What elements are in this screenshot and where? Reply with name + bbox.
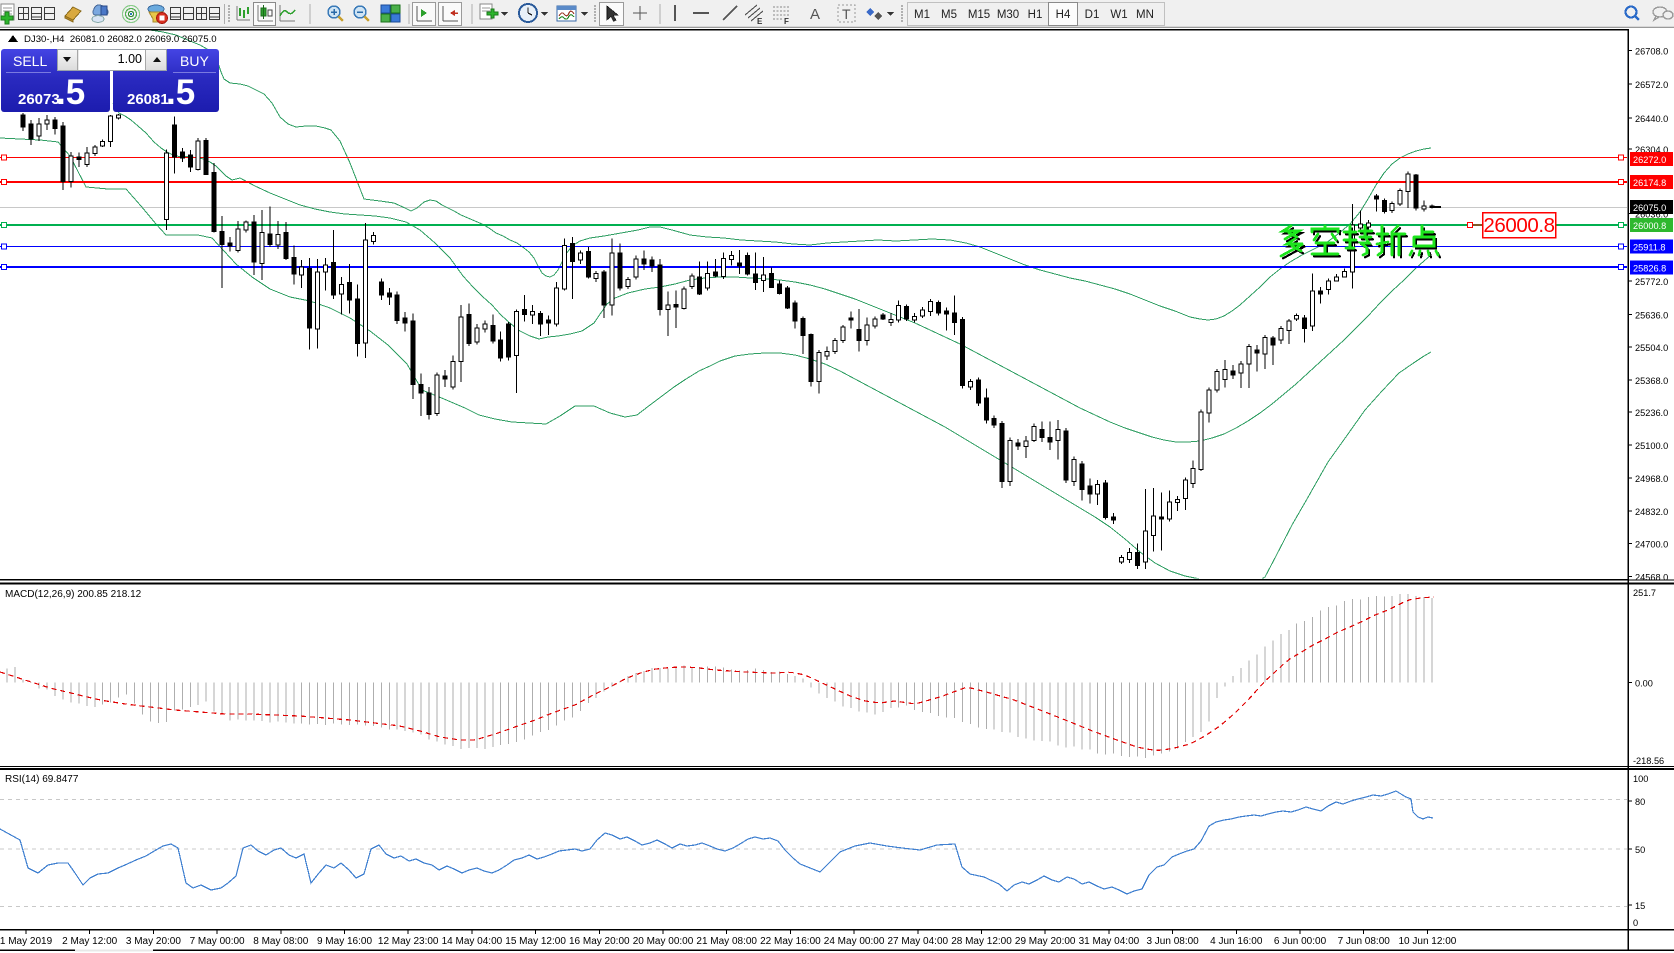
svg-text:M1: M1 [914,9,930,21]
svg-text:26572.0: 26572.0 [1635,80,1668,90]
svg-text:M5: M5 [941,9,957,21]
svg-text:MACD(12,26,9) 200.85 218.12: MACD(12,26,9) 200.85 218.12 [5,589,142,600]
svg-text:H4: H4 [1056,9,1071,21]
svg-text:80: 80 [1635,797,1645,807]
svg-text:31 May 04:00: 31 May 04:00 [1079,936,1140,947]
svg-text:24568.0: 24568.0 [1635,572,1668,582]
svg-text:25636.0: 25636.0 [1635,311,1668,321]
svg-text:1 May 2019: 1 May 2019 [0,936,53,947]
svg-text:10 Jun 12:00: 10 Jun 12:00 [1398,936,1456,947]
svg-text:15: 15 [1635,901,1645,911]
svg-text:25100.0: 25100.0 [1635,441,1668,451]
svg-text:7 Jun 08:00: 7 Jun 08:00 [1338,936,1391,947]
svg-text:100: 100 [1633,774,1648,784]
svg-text:D1: D1 [1085,9,1100,21]
svg-text:29 May 20:00: 29 May 20:00 [1015,936,1076,947]
svg-text:3 May 20:00: 3 May 20:00 [126,936,181,947]
svg-text:26440.0: 26440.0 [1635,114,1668,124]
svg-text:2 May 12:00: 2 May 12:00 [62,936,117,947]
svg-text:4 Jun 16:00: 4 Jun 16:00 [1210,936,1263,947]
svg-text:24700.0: 24700.0 [1635,540,1668,550]
svg-text:24968.0: 24968.0 [1635,474,1668,484]
svg-text:27 May 04:00: 27 May 04:00 [887,936,948,947]
svg-text:RSI(14) 69.8477: RSI(14) 69.8477 [5,774,79,785]
svg-text:12 May 23:00: 12 May 23:00 [378,936,439,947]
svg-text:0.00: 0.00 [1635,679,1653,689]
svg-text:26708.0: 26708.0 [1635,46,1668,56]
svg-text:25911.8: 25911.8 [1633,243,1666,253]
svg-text:0: 0 [1633,918,1638,928]
svg-text:MN: MN [1136,9,1154,21]
svg-text:26272.0: 26272.0 [1633,155,1666,165]
svg-text:8 May 08:00: 8 May 08:00 [253,936,308,947]
svg-text:E: E [757,17,763,26]
svg-text:DJ30-,H4 26081.0 26082.0 2606: DJ30-,H4 26081.0 26082.0 26069.0 26075.0 [24,34,217,45]
svg-text:6 Jun 00:00: 6 Jun 00:00 [1274,936,1327,947]
svg-text:20 May 00:00: 20 May 00:00 [633,936,694,947]
svg-text:251.7: 251.7 [1633,588,1656,598]
svg-text:50: 50 [1635,845,1645,855]
svg-text:W1: W1 [1110,9,1127,21]
svg-text:M15: M15 [968,9,990,21]
svg-text:26174.8: 26174.8 [1633,178,1666,188]
svg-text:26000.8: 26000.8 [1633,221,1666,231]
svg-text:15 May 12:00: 15 May 12:00 [505,936,566,947]
svg-text:7 May 00:00: 7 May 00:00 [190,936,245,947]
svg-text:25236.0: 25236.0 [1635,408,1668,418]
svg-text:22 May 16:00: 22 May 16:00 [760,936,821,947]
svg-text:M30: M30 [997,9,1019,21]
svg-text:A: A [810,6,820,23]
svg-text:24832.0: 24832.0 [1635,507,1668,517]
svg-text:H1: H1 [1028,9,1043,21]
svg-text:-218.56: -218.56 [1633,756,1664,766]
svg-text:9 May 16:00: 9 May 16:00 [317,936,372,947]
svg-text:25504.0: 25504.0 [1635,343,1668,353]
svg-text:T: T [842,6,851,22]
svg-text:26075.0: 26075.0 [1633,203,1666,213]
svg-text:26036.0: 26036.0 [1635,210,1668,220]
svg-text:14 May 04:00: 14 May 04:00 [442,936,503,947]
svg-text:25368.0: 25368.0 [1635,376,1668,386]
svg-text:26000.8: 26000.8 [1483,214,1554,237]
svg-text:26304.0: 26304.0 [1635,145,1668,155]
svg-text:3 Jun 08:00: 3 Jun 08:00 [1146,936,1199,947]
svg-text:25826.8: 25826.8 [1633,264,1666,274]
svg-text:28 May 12:00: 28 May 12:00 [951,936,1012,947]
svg-text:21 May 08:00: 21 May 08:00 [696,936,757,947]
svg-text:F: F [784,17,789,26]
svg-text:25772.0: 25772.0 [1635,277,1668,287]
svg-text:16 May 20:00: 16 May 20:00 [569,936,630,947]
svg-text:24 May 00:00: 24 May 00:00 [824,936,885,947]
